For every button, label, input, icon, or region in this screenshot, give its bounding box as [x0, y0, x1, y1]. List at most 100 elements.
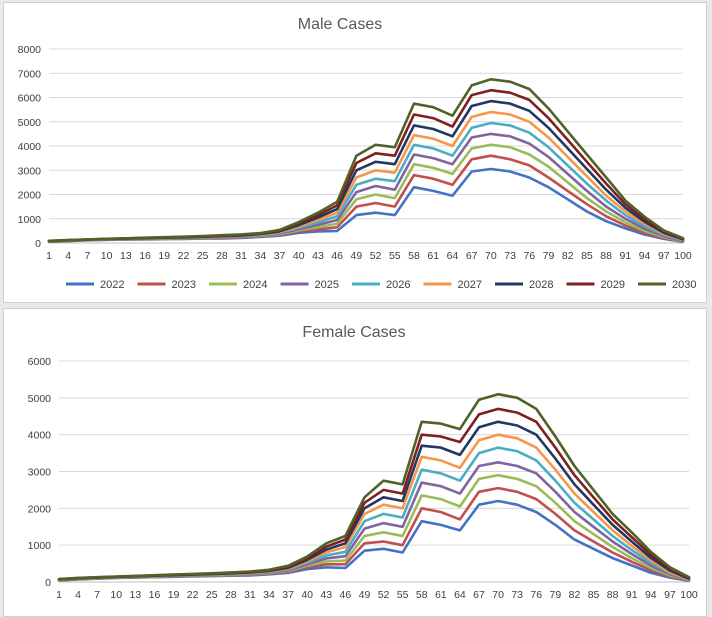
x-tick-label: 43	[312, 250, 324, 262]
x-tick-label: 79	[550, 589, 562, 601]
x-tick-label: 34	[254, 250, 266, 262]
legend-label: 2023	[172, 279, 196, 291]
y-tick-label: 0	[35, 238, 41, 250]
x-tick-label: 31	[235, 250, 247, 262]
series-line-2030	[47, 78, 685, 243]
x-tick-label: 49	[351, 250, 363, 262]
x-tick-label: 28	[225, 589, 237, 601]
x-tick-label: 94	[639, 250, 651, 262]
x-tick-label: 25	[197, 250, 209, 262]
series-line-2027	[47, 110, 685, 243]
x-tick-label: 40	[293, 250, 305, 262]
female-cases-chart: Female Cases 0 1000 2000 3000 4000 5000 6000 1…	[28, 324, 698, 601]
y-tick-label: 6000	[18, 93, 42, 105]
chart-title: Female Cases	[302, 324, 405, 341]
x-tick-label: 61	[427, 250, 439, 262]
x-tick-label: 19	[158, 250, 170, 262]
y-tick-label: 1000	[18, 214, 42, 226]
x-tick-label: 97	[658, 250, 670, 262]
gridlines	[49, 48, 683, 244]
x-tick-label: 73	[511, 589, 523, 601]
y-tick-label: 2000	[18, 190, 42, 202]
y-axis-ticks: 0 1000 2000 3000 4000 5000 6000 7000 8000	[18, 44, 42, 250]
x-tick-label: 70	[485, 250, 497, 262]
x-tick-label: 76	[523, 250, 535, 262]
series-line-2030	[57, 392, 691, 581]
x-tick-label: 22	[178, 250, 190, 262]
y-axis-ticks: 0 1000 2000 3000 4000 5000 6000	[28, 356, 52, 589]
x-tick-label: 49	[359, 589, 371, 601]
legend-label: 2022	[100, 279, 124, 291]
x-tick-label: 37	[274, 250, 286, 262]
male-cases-chart: Male Cases 0 1000 2000 3000 4000 5000 6000 7000…	[18, 16, 697, 291]
legend-label: 2027	[458, 279, 482, 291]
x-tick-label: 13	[130, 589, 142, 601]
x-tick-label: 100	[674, 250, 692, 262]
x-tick-label: 19	[168, 589, 180, 601]
x-tick-label: 1	[56, 589, 62, 601]
x-tick-label: 25	[206, 589, 218, 601]
legend-label: 2028	[529, 279, 553, 291]
x-tick-label: 88	[600, 250, 612, 262]
y-tick-label: 7000	[18, 68, 42, 80]
x-tick-label: 94	[645, 589, 657, 601]
x-tick-label: 52	[378, 589, 390, 601]
legend: 2022 2023 2024 2025 2026 2027 2028 2029 2030	[66, 279, 696, 291]
x-tick-label: 37	[282, 589, 294, 601]
x-tick-label: 64	[447, 250, 459, 262]
x-tick-label: 73	[504, 250, 516, 262]
x-tick-label: 82	[569, 589, 581, 601]
legend-label: 2026	[386, 279, 410, 291]
x-tick-label: 4	[65, 250, 71, 262]
x-tick-label: 16	[149, 589, 161, 601]
x-tick-label: 13	[120, 250, 132, 262]
x-tick-label: 61	[435, 589, 447, 601]
x-tick-label: 34	[263, 589, 275, 601]
legend-label: 2025	[315, 279, 339, 291]
x-tick-label: 58	[408, 250, 420, 262]
x-tick-label: 10	[101, 250, 113, 262]
series-lines	[47, 78, 685, 244]
series-lines	[57, 392, 691, 583]
series-line-2026	[47, 121, 685, 243]
x-tick-label: 52	[370, 250, 382, 262]
x-tick-label: 10	[110, 589, 122, 601]
x-tick-label: 91	[626, 589, 638, 601]
x-tick-label: 67	[466, 250, 478, 262]
y-tick-label: 1000	[28, 540, 52, 552]
chart-title: Male Cases	[298, 16, 382, 33]
female-cases-chart-panel: Female Cases 0 1000 2000 3000 4000 5000 6000 1…	[3, 308, 707, 617]
x-tick-label: 97	[664, 589, 676, 601]
x-tick-label: 55	[389, 250, 401, 262]
x-tick-label: 100	[680, 589, 698, 601]
x-tick-label: 16	[139, 250, 151, 262]
x-tick-label: 22	[187, 589, 199, 601]
x-tick-label: 55	[397, 589, 409, 601]
x-tick-label: 46	[340, 589, 352, 601]
legend-label: 2024	[243, 279, 267, 291]
legend-label: 2030	[672, 279, 696, 291]
x-axis-ticks: 1 4 7 10 13 16 19 22 25 28 31 34 37 40 43 46 49 52 55 58 61 6…	[46, 250, 692, 262]
x-tick-label: 40	[301, 589, 313, 601]
y-tick-label: 0	[45, 577, 51, 589]
y-tick-label: 3000	[18, 165, 42, 177]
x-tick-label: 7	[94, 589, 100, 601]
x-tick-label: 1	[46, 250, 52, 262]
x-tick-label: 67	[473, 589, 485, 601]
x-tick-label: 82	[562, 250, 574, 262]
y-tick-label: 2000	[28, 503, 52, 515]
x-tick-label: 88	[607, 589, 619, 601]
male-cases-chart-panel: Male Cases 0 1000 2000 3000 4000 5000 6000 7000…	[3, 2, 707, 303]
x-tick-label: 85	[581, 250, 593, 262]
y-tick-label: 5000	[18, 117, 42, 129]
x-tick-label: 76	[530, 589, 542, 601]
x-tick-label: 46	[331, 250, 343, 262]
x-tick-label: 43	[320, 589, 332, 601]
x-tick-label: 28	[216, 250, 228, 262]
x-tick-label: 64	[454, 589, 466, 601]
x-tick-label: 31	[244, 589, 256, 601]
y-tick-label: 6000	[28, 356, 52, 368]
y-tick-label: 8000	[18, 44, 42, 56]
x-tick-label: 4	[75, 589, 81, 601]
x-tick-label: 91	[620, 250, 632, 262]
